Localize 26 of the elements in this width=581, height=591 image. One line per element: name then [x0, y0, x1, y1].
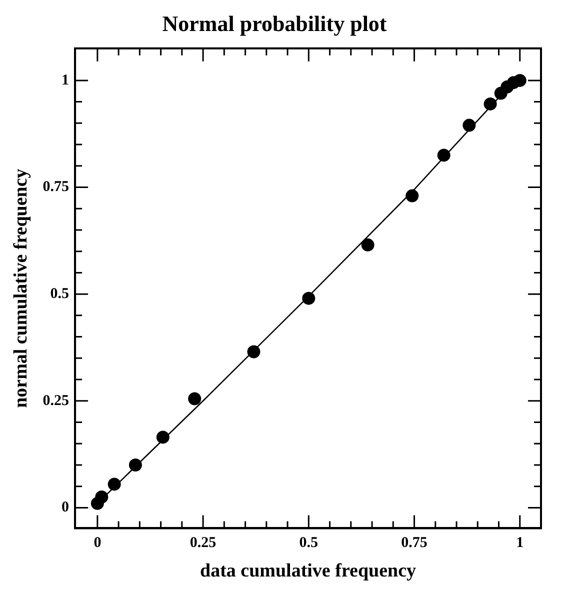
point — [513, 74, 526, 87]
x-tick-label: 0.5 — [299, 535, 318, 552]
y-axis-title: normal cumulative frequency — [10, 168, 32, 408]
y-tick-label: 0 — [62, 500, 70, 516]
point — [95, 490, 108, 504]
x-tick-label: 0.25 — [190, 535, 216, 552]
y-tick-label: 1 — [62, 72, 70, 88]
point — [406, 189, 419, 202]
y-tick-label: 0.75 — [42, 179, 70, 196]
point — [302, 292, 316, 305]
x-tick-label: 0 — [94, 535, 102, 552]
x-tick-label: 1 — [516, 535, 524, 552]
point — [188, 392, 202, 406]
point — [437, 148, 450, 162]
point — [108, 478, 121, 491]
x-axis-title: data cumulative frequency — [200, 560, 417, 582]
x-tick-label: 0.75 — [401, 535, 428, 552]
point — [156, 430, 170, 444]
point — [128, 458, 142, 472]
y-tick-label: 0.5 — [50, 286, 70, 302]
chart-title: Normal probability plot — [162, 10, 388, 36]
point — [462, 118, 476, 132]
point — [361, 238, 374, 252]
y-tick-label: 0.25 — [42, 392, 70, 409]
point — [247, 345, 260, 358]
point — [484, 97, 497, 110]
